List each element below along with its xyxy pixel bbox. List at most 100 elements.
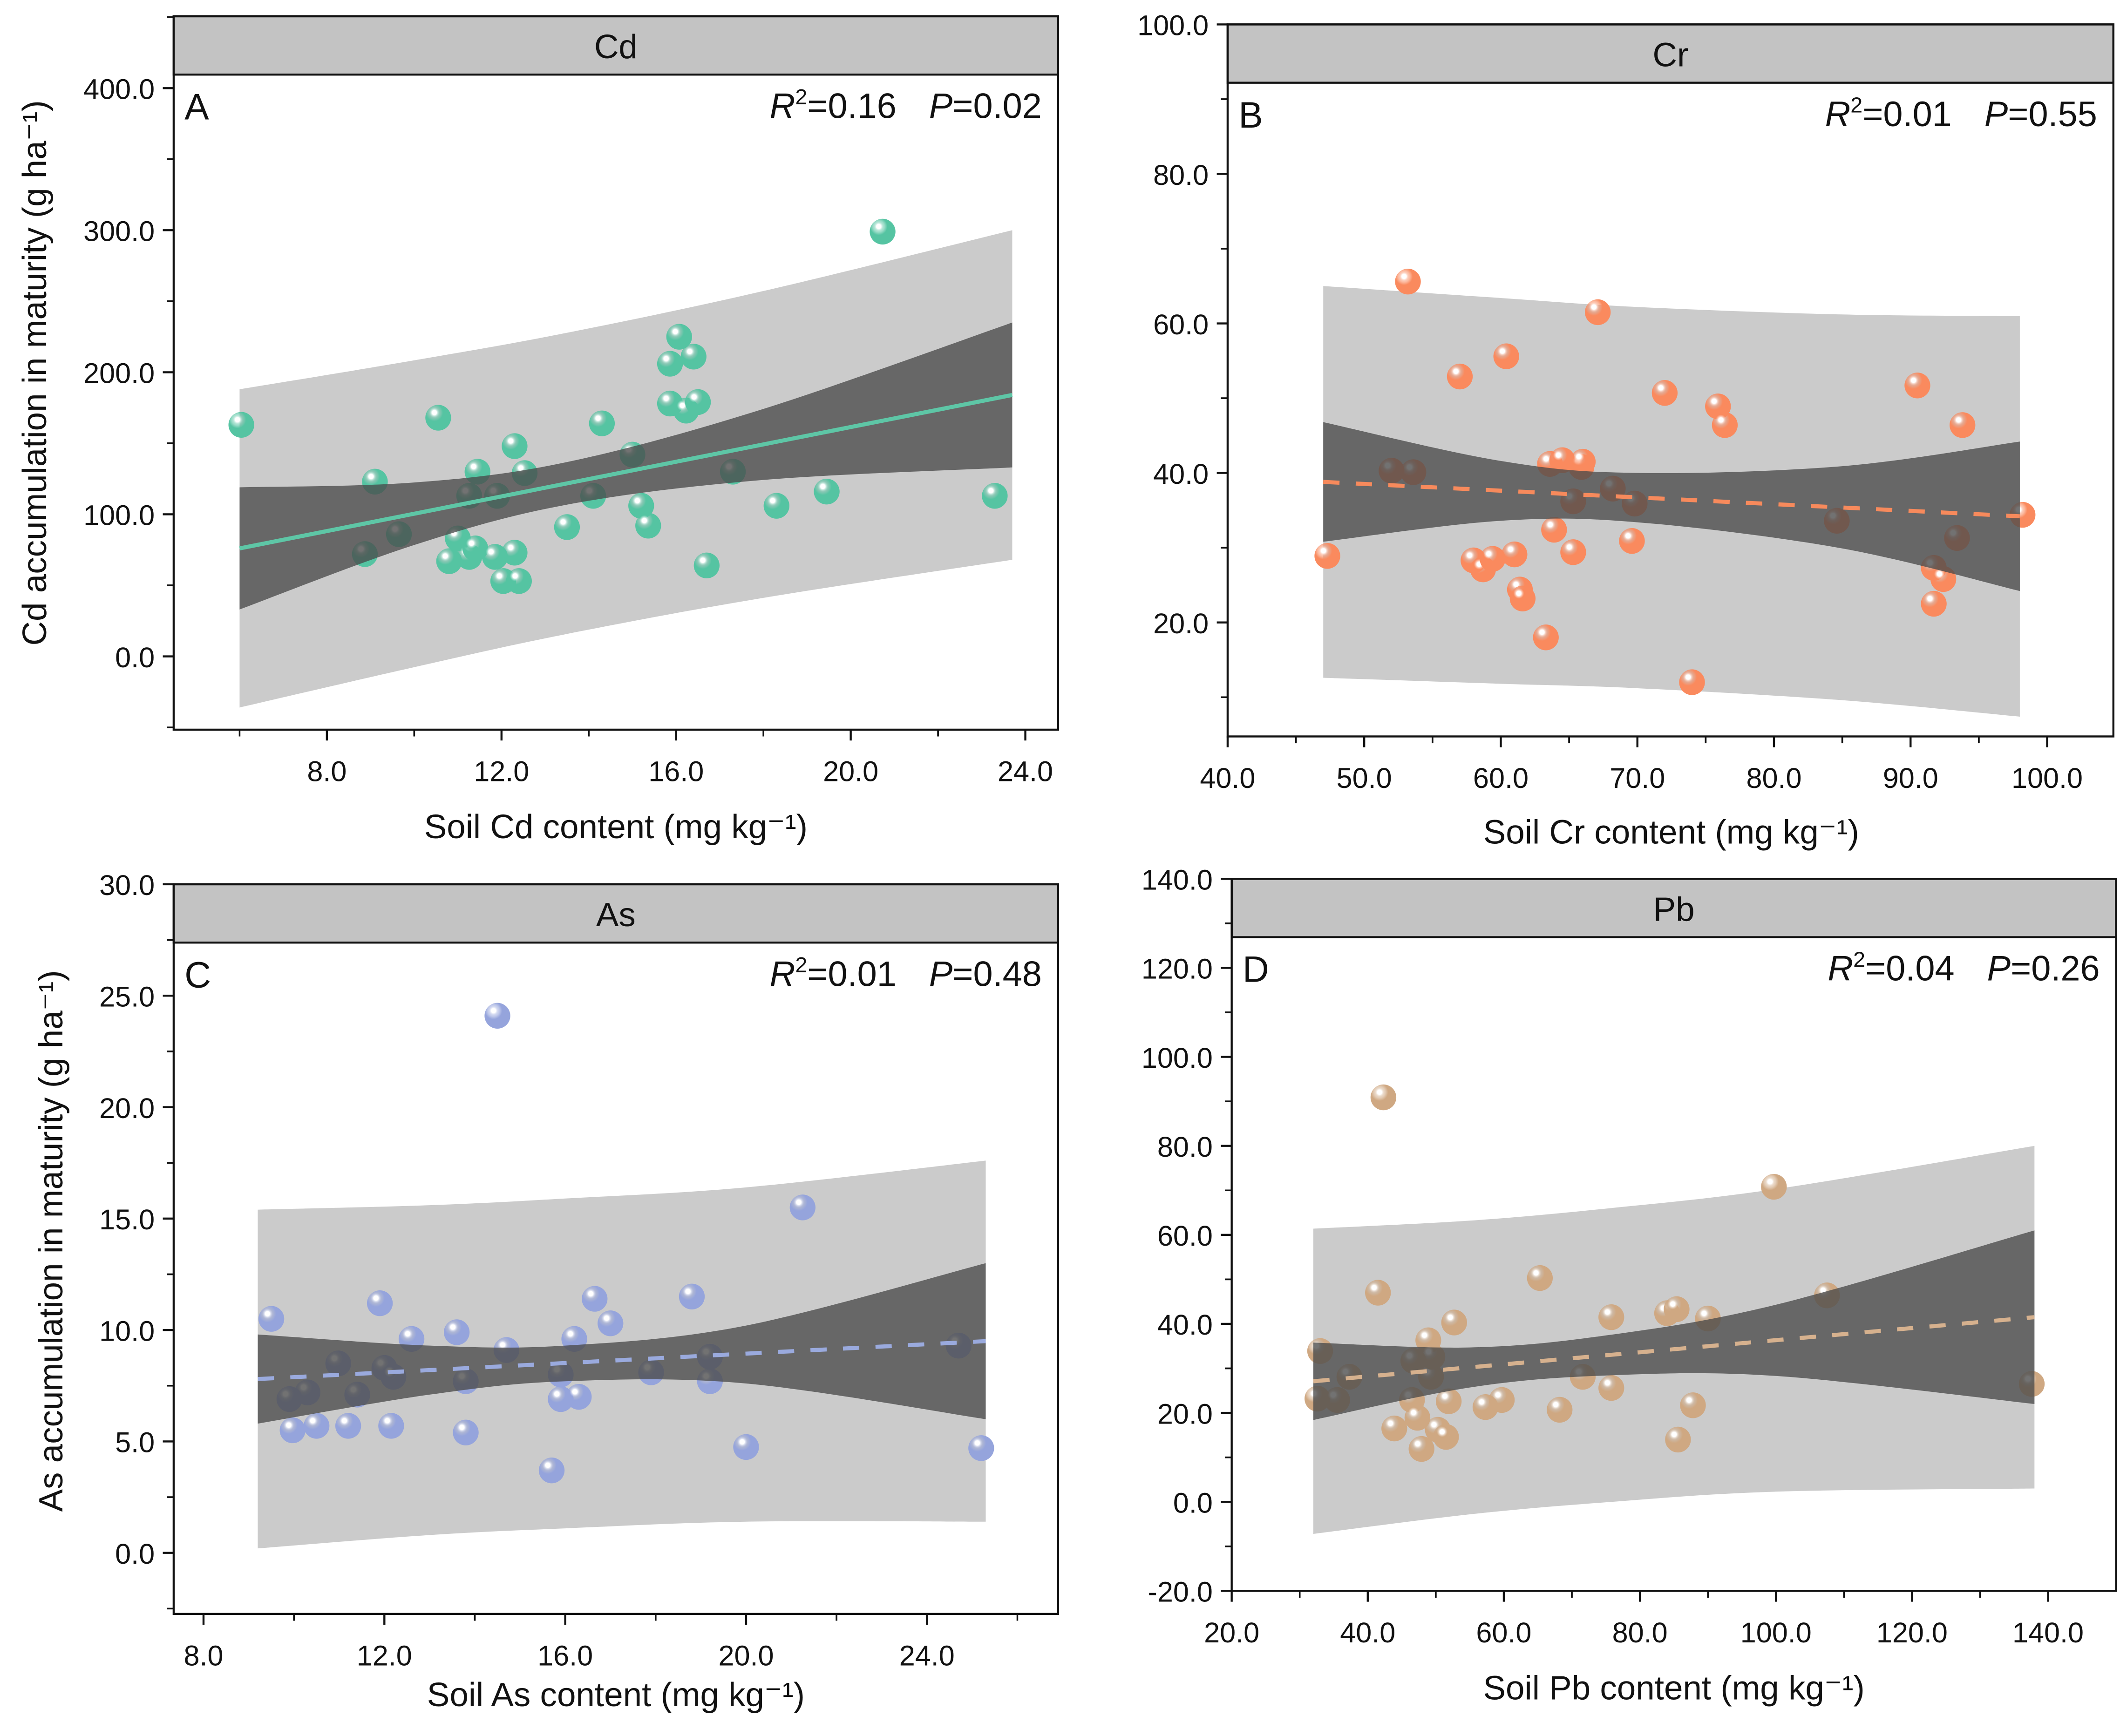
r2-symbol: R	[770, 954, 795, 994]
x-tick-label: 8.0	[183, 1640, 223, 1672]
r2-superscript: 2	[795, 85, 807, 109]
panel-letter: C	[184, 954, 211, 995]
data-point	[1314, 543, 1340, 569]
y-tick-label: 100.0	[83, 500, 155, 531]
y-tick-label: -20.0	[1148, 1576, 1212, 1608]
data-point	[335, 1413, 361, 1439]
data-point	[1921, 590, 1947, 617]
data-point	[1665, 1426, 1691, 1453]
data-point	[367, 1290, 393, 1316]
data-point	[1570, 448, 1596, 475]
data-point	[1712, 412, 1738, 438]
confidence-band	[239, 322, 1013, 610]
p-value: 0.48	[973, 954, 1042, 994]
data-point	[1679, 669, 1705, 695]
data-point	[657, 351, 683, 377]
plot-area	[1314, 268, 2036, 717]
r2-value: 0.04	[1886, 949, 1954, 989]
data-point	[304, 1413, 330, 1439]
plot-area	[1305, 1084, 2045, 1534]
p-equals: =	[2008, 95, 2028, 134]
stats-label: R2=0.04 P=0.26	[1828, 948, 2100, 989]
data-point	[1761, 1173, 1787, 1200]
data-point	[506, 568, 532, 594]
p-symbol: P	[929, 86, 953, 126]
data-point	[666, 324, 692, 350]
data-point	[1560, 539, 1586, 565]
data-point	[1598, 1304, 1624, 1330]
p-value: 0.55	[2028, 95, 2097, 134]
r2-symbol: R	[1828, 949, 1853, 989]
data-point	[733, 1434, 759, 1460]
data-point	[453, 1419, 479, 1445]
y-tick-label: 80.0	[1153, 159, 1209, 191]
regression-line	[1313, 1315, 2035, 1383]
panel-letter: D	[1243, 949, 1269, 990]
x-tick-label: 40.0	[1200, 762, 1255, 794]
data-point	[1664, 1296, 1690, 1322]
data-point	[538, 1457, 565, 1484]
x-tick-label: 24.0	[899, 1640, 955, 1672]
data-point	[1533, 624, 1559, 651]
data-point	[1585, 299, 1611, 326]
x-tick-label: 80.0	[1746, 762, 1801, 794]
data-point	[1493, 343, 1519, 369]
data-point	[502, 540, 528, 566]
data-point	[1904, 373, 1930, 399]
x-tick-label: 100.0	[2011, 762, 2083, 794]
x-axis-label: Soil Pb content (mg kg⁻¹)	[1483, 1669, 1864, 1707]
data-point	[482, 544, 508, 570]
y-tick-label: 20.0	[1157, 1398, 1213, 1430]
x-tick-label: 16.0	[537, 1640, 593, 1672]
data-point	[279, 1417, 306, 1444]
data-point	[1680, 1392, 1706, 1418]
data-point	[635, 513, 661, 539]
data-point	[436, 548, 462, 574]
data-point	[1441, 1309, 1467, 1336]
panel-title: Pb	[1653, 891, 1695, 929]
y-tick-label: 300.0	[83, 216, 155, 247]
y-tick-label: 140.0	[1142, 864, 1213, 896]
plot-area	[228, 218, 1013, 708]
x-axis-label: Soil Cr content (mg kg⁻¹)	[1483, 814, 1859, 851]
data-point	[763, 493, 789, 519]
x-tick-label: 20.0	[1204, 1617, 1259, 1648]
panel-title: As	[596, 896, 636, 934]
x-tick-label: 80.0	[1612, 1617, 1668, 1648]
data-point	[1527, 1265, 1553, 1291]
r2-equals: =	[1862, 95, 1883, 134]
r2-superscript: 2	[795, 953, 807, 977]
x-tick-label: 60.0	[1473, 762, 1529, 794]
y-tick-label: 120.0	[1142, 953, 1213, 985]
y-tick-label: 40.0	[1153, 458, 1209, 490]
y-tick-label: 0.0	[115, 642, 155, 673]
confidence-band	[258, 1263, 986, 1424]
y-tick-label: 25.0	[99, 981, 155, 1013]
plot-frame	[172, 883, 1060, 1615]
r2-superscript: 2	[1850, 93, 1862, 117]
stats-label: R2=0.01 P=0.55	[1825, 93, 2097, 134]
data-point	[968, 1435, 994, 1461]
x-tick-label: 120.0	[1876, 1617, 1948, 1648]
x-tick-label: 20.0	[718, 1640, 774, 1672]
data-point	[1381, 1415, 1407, 1442]
data-point	[1365, 1280, 1391, 1306]
panel-title: Cd	[594, 28, 638, 66]
y-tick-label: 20.0	[99, 1092, 155, 1124]
y-axis-label: As accumulation in maturity (g ha⁻¹)	[32, 970, 70, 1512]
data-point	[685, 389, 711, 415]
data-point	[502, 433, 528, 459]
y-tick-label: 60.0	[1157, 1220, 1213, 1252]
r2-superscript: 2	[1853, 948, 1865, 972]
x-tick-label: 16.0	[648, 756, 704, 787]
x-tick-label: 70.0	[1610, 762, 1665, 794]
panel-title: Cr	[1652, 36, 1688, 74]
panel-letter: B	[1238, 95, 1263, 136]
data-point	[1433, 1424, 1459, 1450]
data-point	[425, 405, 451, 431]
y-tick-label: 40.0	[1157, 1309, 1213, 1341]
y-tick-label: 10.0	[99, 1315, 155, 1347]
data-point	[1950, 412, 1976, 438]
plot-area	[258, 1003, 994, 1549]
